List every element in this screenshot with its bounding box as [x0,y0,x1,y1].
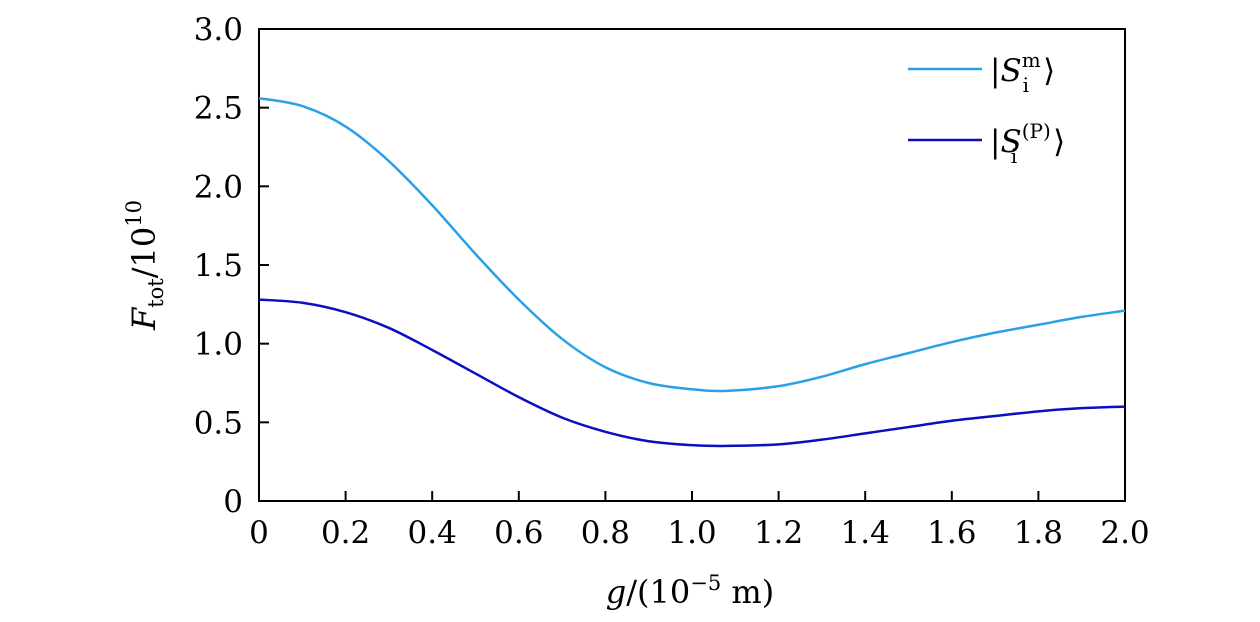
x-tick-label: 0.2 [321,515,370,551]
x-axis-ticks: 0 0.2 0.4 0.6 0.8 1.0 1.2 1.4 1.6 1.8 2.0 [249,491,1150,551]
y-axis-ticks: 0 0.5 1.0 1.5 2.0 2.5 3.0 [194,12,269,520]
x-axis-label-exp: −5 [690,571,721,595]
y-axis-label-exp: 10 [122,200,146,227]
x-tick-label: 1.0 [667,515,716,551]
legend: |Sm i ⟩ |S(P) i ⟩ [908,48,1065,168]
x-axis-label-unit: m) [721,573,774,611]
series-line-1 [258,96,1126,393]
y-tick-label: 2.0 [194,169,243,205]
y-tick-label: 3.0 [194,12,243,48]
x-tick-label: 0.8 [581,515,630,551]
x-tick-label: 0.6 [494,515,543,551]
y-axis-label-sub: tot [144,278,168,308]
x-tick-label: 1.2 [754,515,803,551]
y-axis-label: Ftot/1010 [122,200,168,331]
plot-frame [258,28,1126,502]
legend-label-series-2: |S(P) i ⟩ [990,119,1065,168]
x-axis-label-var: g [606,573,626,611]
x-tick-label: 1.8 [1014,515,1063,551]
y-tick-label: 2.5 [194,91,243,127]
y-tick-label: 0.5 [194,405,243,441]
y-axis-label-var: F [125,306,163,331]
y-axis-label-group: Ftot/1010 [122,200,168,331]
series-line-2 [258,298,1126,448]
series-layer [258,96,1126,448]
x-axis-label: g/(10−5 m) [606,571,774,611]
legend-label-series-1: |Sm i ⟩ [990,48,1055,97]
x-tick-label: 2.0 [1100,515,1149,551]
x-axis-label-pre: /(10 [626,573,690,611]
y-tick-label: 0 [223,484,243,520]
x-tick-label: 1.6 [927,515,976,551]
x-tick-label: 0 [249,515,269,551]
x-tick-label: 1.4 [841,515,890,551]
y-tick-label: 1.5 [194,248,243,284]
x-tick-label: 0.4 [408,515,457,551]
y-tick-label: 1.0 [194,327,243,363]
y-axis-label-mid: /10 [125,227,163,279]
